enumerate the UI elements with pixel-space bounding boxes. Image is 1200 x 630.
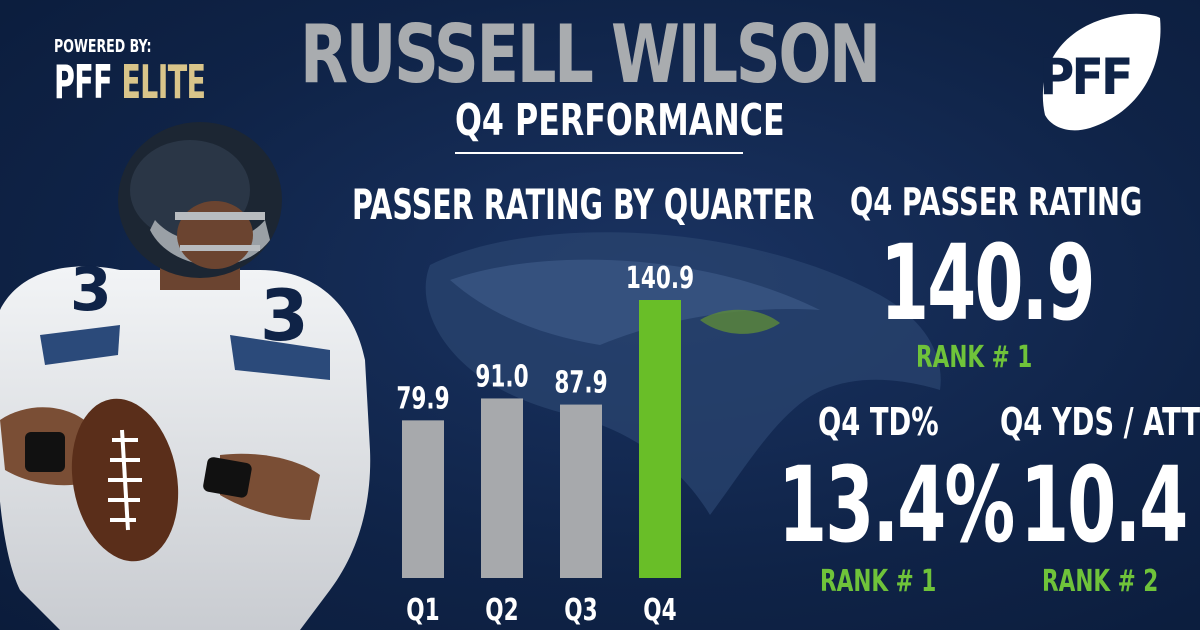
value-label-q2: 91.0	[475, 360, 528, 394]
chart-heading: PASSER RATING BY QUARTER	[352, 180, 815, 229]
stat-yds-att-value: 10.4	[1020, 444, 1188, 566]
category-label-q3: Q3	[564, 594, 597, 628]
stat-passer-rating-label: Q4 PASSER RATING	[850, 180, 1143, 224]
seahawks-emblem-watermark	[425, 232, 941, 515]
page-subtitle: Q4 PERFORMANCE	[455, 95, 785, 146]
stat-passer-rating-value: 140.9	[880, 222, 1096, 344]
stat-td-pct-label: Q4 TD%	[818, 400, 939, 444]
bar-q4	[639, 300, 681, 578]
player-photo: 3 3	[0, 122, 371, 630]
subtitle-underline	[455, 152, 743, 154]
value-label-q1: 79.9	[396, 382, 449, 416]
pff-football-logo: PFF	[1040, 13, 1161, 131]
category-label-q4: Q4	[643, 594, 676, 628]
page-title: RUSSELL WILSON	[300, 8, 881, 101]
bar-q1	[402, 420, 444, 578]
powered-by-label: POWERED BY:	[54, 36, 152, 57]
stat-td-pct-rank: RANK # 1	[820, 564, 937, 599]
svg-text:3: 3	[260, 275, 309, 357]
stat-passer-rating-rank: RANK # 1	[916, 340, 1033, 375]
powered-by-brand: PFF ELITE	[54, 55, 206, 109]
value-label-q4: 140.9	[626, 262, 694, 296]
logo-text: PFF	[1040, 49, 1131, 106]
svg-text:3: 3	[70, 255, 112, 325]
powered-brand-accent: ELITE	[121, 55, 206, 109]
powered-brand-name: PFF	[54, 55, 113, 109]
bar-q2	[481, 398, 523, 578]
value-label-q3: 87.9	[554, 366, 607, 400]
category-label-q1: Q1	[406, 594, 439, 628]
stat-td-pct-value: 13.4%	[778, 444, 1015, 566]
stat-yds-att-rank: RANK # 2	[1042, 564, 1159, 599]
stat-yds-att-label: Q4 YDS / ATT	[1000, 400, 1200, 444]
bar-q3	[560, 404, 602, 578]
category-label-q2: Q2	[485, 594, 518, 628]
